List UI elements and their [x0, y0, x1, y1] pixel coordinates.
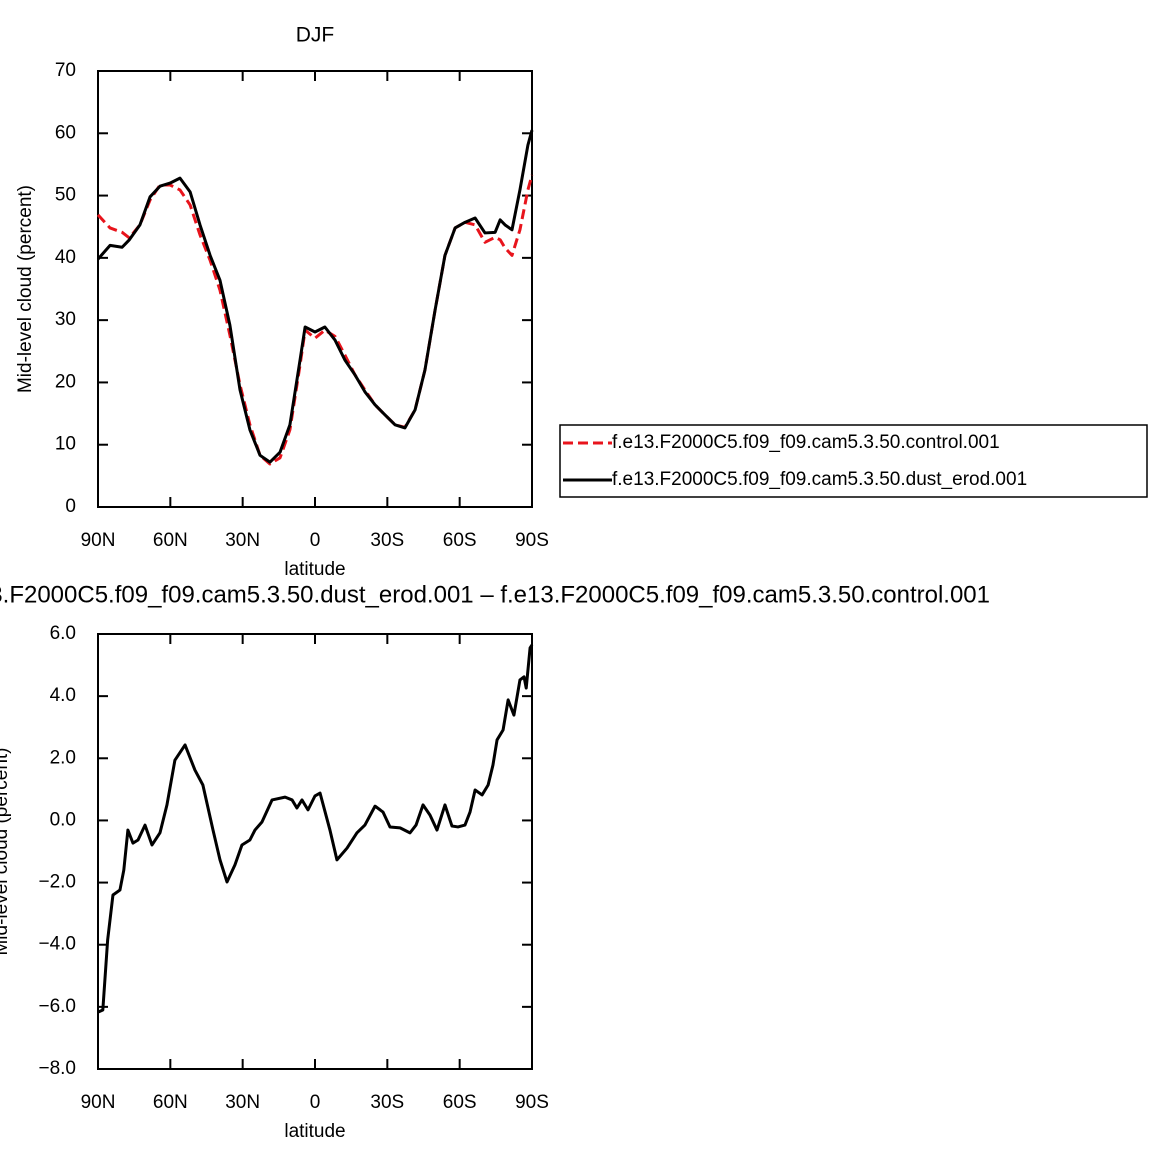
y-tick-label: 20 — [55, 371, 76, 392]
chart-title: DJF — [296, 24, 335, 47]
x-tick-label: 90S — [515, 1092, 549, 1113]
y-tick-label: −6.0 — [38, 996, 76, 1017]
data-line — [96, 129, 534, 464]
y-tick-label: 4.0 — [50, 685, 76, 706]
legend-label: f.e13.F2000C5.f09_f09.cam5.3.50.dust_ero… — [612, 469, 1027, 490]
x-tick-label: 30N — [225, 530, 260, 551]
y-tick-label: 0.0 — [50, 809, 76, 830]
x-tick-label: 90N — [81, 530, 116, 551]
x-axis-label: latitude — [284, 559, 345, 580]
y-tick-label: 2.0 — [50, 747, 76, 768]
x-tick-label: 90S — [515, 530, 549, 551]
x-tick-label: 30S — [370, 1092, 404, 1113]
data-line — [97, 644, 534, 1014]
plot-frame — [97, 633, 533, 1070]
y-tick-label: 0 — [65, 496, 76, 517]
plot-frame — [97, 70, 533, 508]
y-tick-label: 60 — [55, 122, 76, 143]
y-axis-label: Mid-level cloud (percent) — [15, 185, 36, 393]
y-tick-label: 70 — [55, 60, 76, 81]
x-tick-label: 60S — [443, 1092, 477, 1113]
y-tick-label: −4.0 — [38, 934, 76, 955]
x-axis-label: latitude — [284, 1121, 345, 1142]
x-tick-label: 60N — [153, 1092, 188, 1113]
y-tick-label: 40 — [55, 247, 76, 268]
x-tick-label: 60N — [153, 530, 188, 551]
x-tick-label: 30S — [370, 530, 404, 551]
y-tick-label: −2.0 — [38, 872, 76, 893]
y-tick-label: 10 — [55, 434, 76, 455]
y-tick-label: 30 — [55, 309, 76, 330]
y-axis-label: Mid-level cloud (percent) — [0, 747, 12, 955]
x-tick-label: 0 — [310, 1092, 321, 1113]
x-tick-label: 90N — [81, 1092, 116, 1113]
x-tick-label: 60S — [443, 530, 477, 551]
legend-label: f.e13.F2000C5.f09_f09.cam5.3.50.control.… — [612, 432, 1000, 453]
data-line — [96, 174, 534, 466]
y-tick-label: 50 — [55, 185, 76, 206]
x-tick-label: 0 — [310, 530, 321, 551]
chart-title: f.e13.F2000C5.f09_f09.cam5.3.50.dust_ero… — [0, 581, 990, 608]
legend-box — [559, 424, 1148, 498]
y-tick-label: −8.0 — [38, 1058, 76, 1079]
x-tick-label: 30N — [225, 1092, 260, 1113]
y-tick-label: 6.0 — [50, 623, 76, 644]
